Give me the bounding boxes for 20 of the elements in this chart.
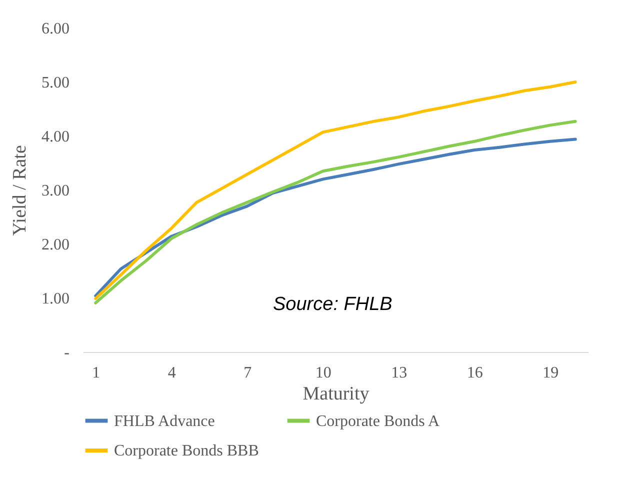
legend-label: Corporate Bonds A xyxy=(316,412,440,430)
x-tick-label: 10 xyxy=(315,364,332,382)
annotation: Source: FHLB xyxy=(273,294,393,315)
x-tick-label: 4 xyxy=(168,364,176,382)
y-tick-label: 2.00 xyxy=(42,236,70,254)
x-tick-label: 19 xyxy=(542,364,559,382)
y-tick-label: 1.00 xyxy=(42,290,70,308)
y-tick-label: 6.00 xyxy=(42,20,70,38)
y-tick-label: - xyxy=(64,344,70,362)
y-tick-label: 5.00 xyxy=(42,74,70,92)
y-axis-title: Yield / Rate xyxy=(10,145,30,236)
x-tick-label: 1 xyxy=(92,364,100,382)
legend-label: Corporate Bonds BBB xyxy=(114,442,259,460)
y-tick-label: 4.00 xyxy=(42,128,70,146)
x-tick-label: 7 xyxy=(244,364,252,382)
x-axis-title: Maturity xyxy=(302,384,370,404)
x-tick-label: 13 xyxy=(391,364,408,382)
x-tick-label: 16 xyxy=(466,364,483,382)
y-tick-label: 3.00 xyxy=(42,182,70,200)
legend-label: FHLB Advance xyxy=(114,412,215,430)
